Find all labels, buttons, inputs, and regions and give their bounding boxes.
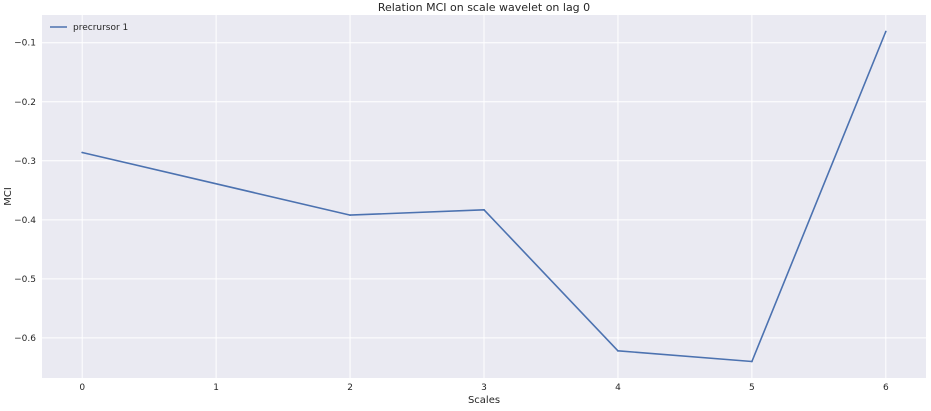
x-tick-label: 1: [213, 383, 219, 393]
legend-entry: precrursor 1: [73, 23, 128, 33]
y-tick-label: −0.5: [14, 275, 36, 285]
y-tick-label: −0.4: [14, 216, 36, 226]
data-point: [750, 360, 753, 363]
x-tick-labels: 0 1 2 3 4 5 6: [79, 383, 889, 393]
x-gridlines: [81, 15, 887, 378]
x-tick-label: 2: [347, 383, 353, 393]
y-tick-label: −0.6: [14, 334, 36, 344]
legend: precrursor 1: [50, 23, 128, 33]
data-point: [81, 151, 84, 154]
x-tick-label: 3: [481, 383, 487, 393]
data-point: [884, 30, 887, 33]
y-tick-label: −0.3: [14, 157, 36, 167]
data-point: [349, 214, 351, 216]
x-tick-label: 6: [883, 383, 889, 393]
series-line: [82, 31, 887, 363]
series-layer: [81, 30, 887, 363]
y-axis-label: MCI: [3, 187, 14, 206]
chart-title: Relation MCI on scale wavelet on lag 0: [378, 1, 590, 14]
y-tick-labels: −0.6 −0.5 −0.4 −0.3 −0.2 −0.1: [14, 39, 36, 344]
x-tick-label: 5: [749, 383, 755, 393]
y-tick-label: −0.1: [14, 39, 36, 49]
data-point: [617, 349, 619, 352]
y-gridlines: [42, 42, 926, 339]
x-axis-label: Scales: [468, 395, 500, 406]
data-point: [483, 208, 485, 211]
x-tick-label: 4: [615, 383, 621, 393]
x-tick-label: 0: [79, 383, 85, 393]
y-tick-label: −0.2: [14, 98, 36, 108]
